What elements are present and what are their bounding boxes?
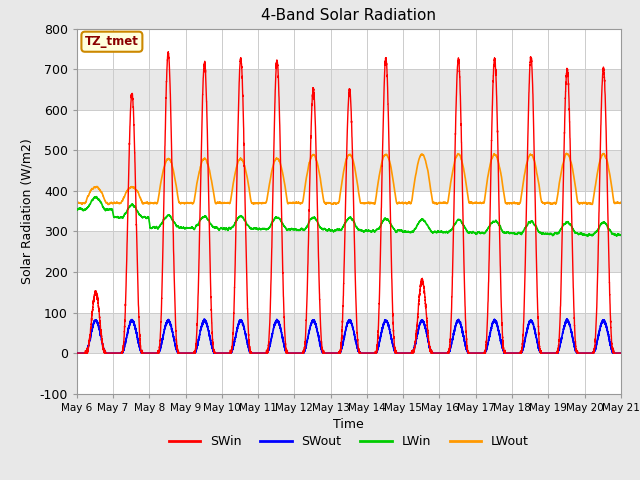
Bar	[77, 353, 621, 394]
LWout	[104, 202, 112, 207]
SWout	[563, 316, 571, 322]
SWin	[594, 259, 602, 264]
Title: 4-Band Solar Radiation: 4-Band Solar Radiation	[261, 9, 436, 24]
LWout	[594, 167, 602, 172]
SWin	[486, 222, 493, 228]
SWin	[588, 350, 595, 356]
LWin	[93, 194, 100, 200]
Legend: SWin, SWout, LWin, LWout: SWin, SWout, LWin, LWout	[164, 430, 534, 453]
SWout	[330, 350, 338, 356]
LWout	[73, 200, 81, 205]
SWin	[617, 350, 625, 356]
SWout	[258, 350, 266, 356]
SWout	[617, 350, 625, 356]
LWout	[617, 200, 625, 205]
Bar	[77, 110, 621, 150]
LWout	[470, 200, 478, 205]
LWin	[73, 207, 81, 213]
SWout	[594, 335, 602, 340]
SWin	[258, 350, 266, 356]
LWin	[584, 233, 591, 239]
LWout	[330, 200, 338, 206]
SWout	[73, 350, 81, 356]
LWin	[470, 230, 478, 236]
SWout	[588, 350, 595, 356]
SWin	[73, 350, 81, 356]
LWin	[486, 223, 493, 228]
LWout	[563, 151, 570, 156]
SWin	[470, 350, 478, 356]
LWin	[258, 226, 266, 232]
LWout	[588, 201, 595, 207]
Line: SWin: SWin	[77, 52, 621, 353]
LWin	[588, 232, 595, 238]
SWout	[486, 331, 493, 336]
Bar	[77, 191, 621, 231]
Bar	[77, 272, 621, 312]
SWout	[470, 350, 478, 356]
LWout	[486, 163, 493, 169]
SWin	[330, 350, 338, 356]
Bar	[77, 29, 621, 69]
Y-axis label: Solar Radiation (W/m2): Solar Radiation (W/m2)	[21, 138, 34, 284]
LWin	[330, 228, 338, 234]
X-axis label: Time: Time	[333, 418, 364, 431]
Line: LWin: LWin	[77, 197, 621, 236]
Line: SWout: SWout	[77, 319, 621, 353]
LWin	[617, 232, 625, 238]
SWin	[164, 49, 172, 55]
Text: TZ_tmet: TZ_tmet	[85, 35, 139, 48]
LWin	[594, 227, 602, 232]
Line: LWout: LWout	[77, 154, 621, 204]
LWout	[258, 201, 266, 206]
